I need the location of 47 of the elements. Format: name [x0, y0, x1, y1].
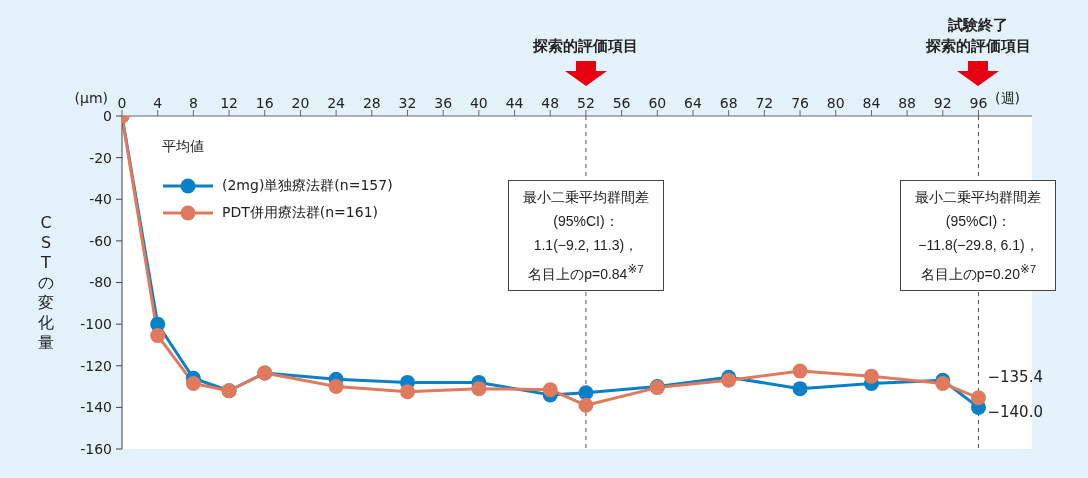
data-label: −135.4: [987, 368, 1043, 387]
x-tick-label: 28: [362, 95, 381, 111]
legend-title: 平均値: [162, 138, 205, 156]
x-tick-label: 60: [648, 95, 667, 111]
x-tick-label: 16: [255, 95, 274, 111]
x-tick-label: 92: [933, 95, 952, 111]
x-tick-label: 8: [188, 95, 198, 111]
x-tick-label: 76: [791, 95, 810, 111]
x-tick-label: 12: [220, 95, 238, 111]
x-tick-label: 40: [469, 95, 488, 111]
x-tick-label: 32: [398, 95, 417, 111]
text: 試験終了: [947, 15, 1010, 36]
y-tick-label: -140: [80, 399, 112, 416]
x-tick-label: 56: [612, 95, 631, 111]
y-tick-label: -60: [89, 232, 112, 249]
legend-label: PDT併用療法群(n=161): [222, 203, 379, 222]
x-tick-label: 4: [153, 95, 163, 111]
legend-label: (2mg)単独療法群(n=157): [222, 176, 393, 195]
x-tick-label: 68: [719, 95, 738, 111]
y-tick-label: -100: [80, 316, 112, 333]
text: (μm): [74, 90, 108, 106]
x-tick-label: 52: [577, 95, 595, 111]
x-tick-label: 72: [755, 95, 774, 111]
x-tick-label: 84: [862, 95, 881, 111]
y-tick-label: -160: [80, 440, 112, 457]
y-tick-label: 0: [103, 107, 112, 124]
x-tick-label: 88: [898, 95, 917, 111]
x-tick-label: 24: [327, 95, 346, 111]
y-tick-label: -40: [89, 191, 112, 208]
y-axis-title: CSTの変化量: [37, 212, 55, 353]
y-tick-label: -120: [80, 357, 112, 374]
data-label: −140.0: [987, 402, 1043, 421]
x-tick-label: 64: [684, 95, 702, 111]
x-tick-label: 80: [826, 95, 845, 111]
x-tick-label: 44: [505, 95, 524, 111]
x-tick-label: 0: [117, 95, 127, 111]
text: 探索的評価項目: [925, 36, 1031, 57]
x-tick-label: 48: [541, 95, 560, 111]
y-tick-label: -20: [89, 149, 112, 166]
x-tick-label: 20: [291, 95, 310, 111]
text: 探索的評価項目: [533, 36, 639, 57]
annotation: 最小二乗平均群間差(95%CI)：−11.8(−29.8, 6.1)，名目上のp=0.20$^{※7}$: [914, 188, 1043, 284]
annotation: 最小二乗平均群間差(95%CI)：1.1(−9.2, 11.3)，名目上のp=0.84$^{※7}$: [521, 188, 650, 284]
x-tick-label: 96: [969, 95, 988, 111]
x-axis-title: (週): [995, 90, 1020, 108]
y-tick-label: -80: [89, 274, 112, 291]
x-tick-label: 36: [434, 95, 453, 111]
